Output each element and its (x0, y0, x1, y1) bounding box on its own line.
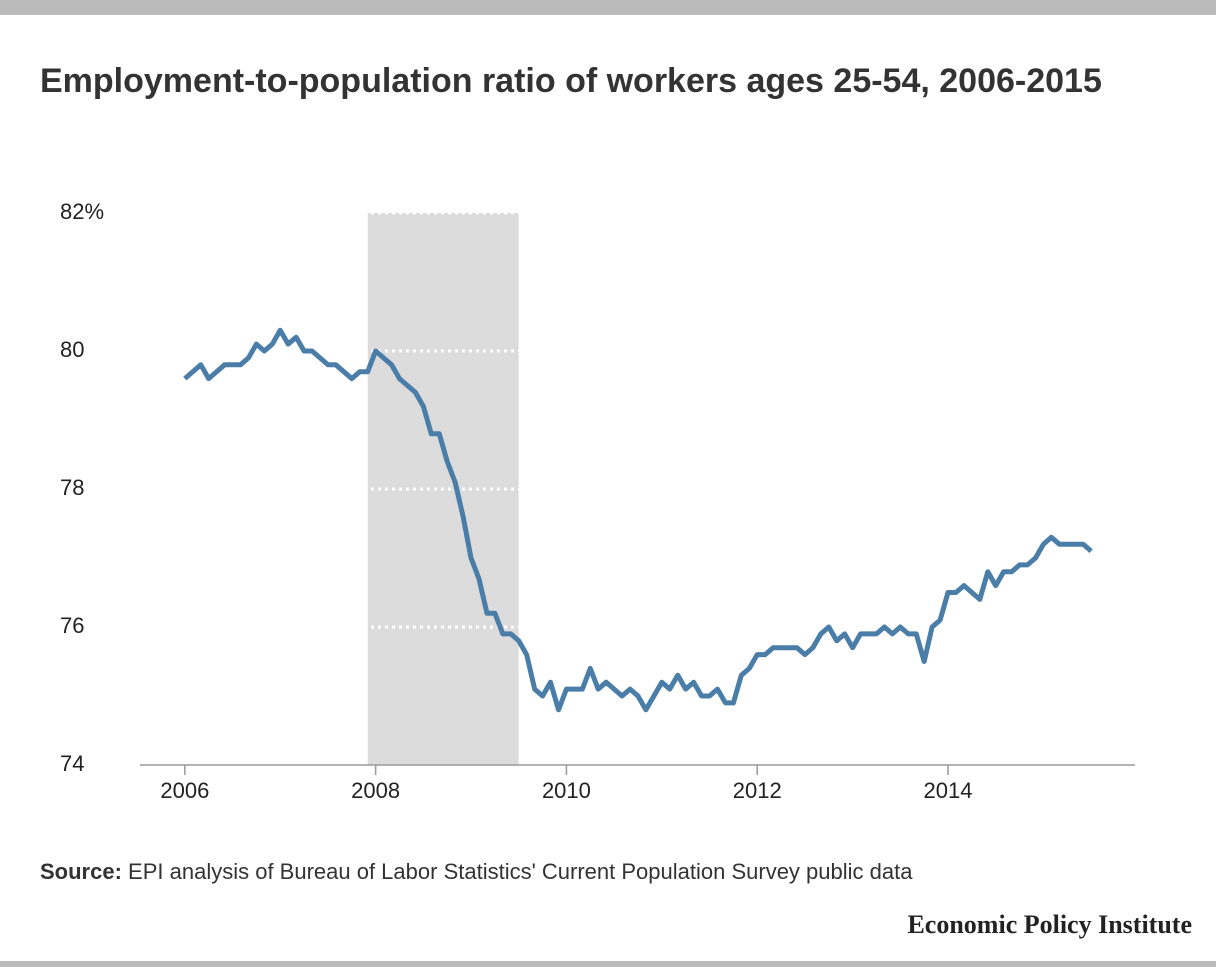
y-tick-label: 82% (60, 199, 104, 224)
bottom-bar (0, 961, 1216, 967)
x-tick-label: 2014 (924, 778, 973, 803)
source-text: EPI analysis of Bureau of Labor Statisti… (128, 859, 913, 884)
top-bar (0, 0, 1216, 15)
brand: Economic Policy Institute (907, 910, 1192, 939)
y-tick-label: 76 (60, 613, 84, 638)
data-line (183, 327, 1093, 713)
y-tick-label: 80 (60, 337, 84, 362)
chart-title: Employment-to-population ratio of worker… (40, 62, 1102, 100)
source-label: Source: (40, 859, 122, 884)
chart: 74 76 78 80 82% 2006 2008 2010 2012 2014 (60, 199, 1135, 803)
x-tick-label: 2008 (351, 778, 400, 803)
x-tick-label: 2012 (733, 778, 782, 803)
x-tick-label: 2010 (542, 778, 591, 803)
source: Source: EPI analysis of Bureau of Labor … (40, 859, 912, 885)
y-tick-label: 74 (60, 751, 84, 776)
x-tick-label: 2006 (160, 778, 209, 803)
y-tick-label: 78 (60, 475, 84, 500)
